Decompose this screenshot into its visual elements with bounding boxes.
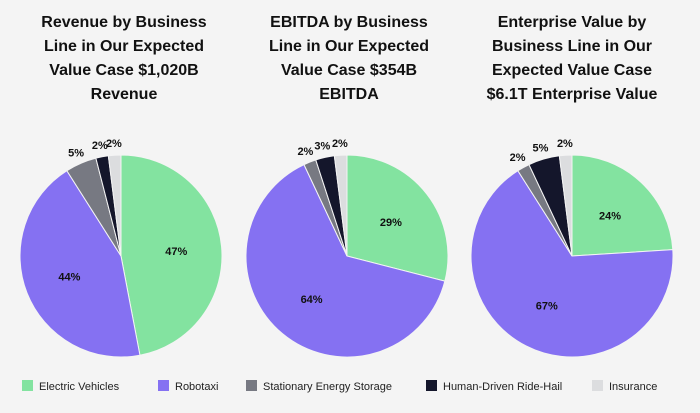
data-label-robotaxi: 44% (58, 271, 80, 283)
data-label-insurance: 2% (106, 138, 122, 150)
legend-label-human-driven-ride-hail: Human-Driven Ride-Hail (443, 381, 562, 393)
pie-chart-1: Revenue by Business Line in Our Expected V… (19, 14, 223, 358)
chart-title-line: Line in Our Expected (44, 38, 204, 55)
legend-swatch-electric-vehicles (22, 380, 33, 391)
chart-title-line: Enterprise Value by (498, 14, 647, 31)
data-label-robotaxi: 64% (301, 294, 323, 306)
data-label-electric-vehicles: 29% (380, 217, 402, 229)
chart-title-line: Business Line in Our (492, 38, 652, 55)
chart-title-line: EBITDA by Business (270, 14, 428, 31)
chart-title-line: Revenue by Business (41, 14, 207, 31)
legend-label-electric-vehicles: Electric Vehicles (39, 381, 120, 393)
data-label-stationary-energy-storage: 5% (68, 147, 84, 159)
legend-swatch-stationary-energy-storage (246, 380, 257, 391)
chart-title-line: Expected Value Case (492, 62, 652, 79)
data-label-electric-vehicles: 47% (165, 246, 187, 258)
pie-slice-electric-vehicles (571, 154, 674, 257)
legend-label-robotaxi: Robotaxi (175, 381, 218, 393)
chart-title-line: Value Case $354B (281, 62, 417, 79)
legend-swatch-human-driven-ride-hail (426, 380, 437, 391)
data-label-robotaxi: 67% (536, 300, 558, 312)
data-label-insurance: 2% (557, 138, 573, 150)
chart-title-line: Revenue (91, 86, 158, 103)
data-label-electric-vehicles: 24% (599, 211, 621, 223)
legend: Electric Vehicles Robotaxi Stationary Ener… (22, 380, 657, 393)
legend-label-insurance: Insurance (609, 381, 657, 393)
legend-swatch-robotaxi (158, 380, 169, 391)
data-label-insurance: 2% (332, 138, 348, 150)
data-label-stationary-energy-storage: 2% (510, 152, 526, 164)
data-label-human-driven-ride-hail: 5% (533, 142, 549, 154)
chart-title-line: EBITDA (319, 86, 379, 103)
pie-slice-robotaxi (19, 170, 141, 358)
pie-chart-2: EBITDA by Business Line in Our Expected Va… (245, 14, 449, 358)
data-label-human-driven-ride-hail: 3% (314, 141, 330, 153)
pie-slice-insurance (107, 154, 122, 257)
chart-title-line: Line in Our Expected (269, 38, 429, 55)
pie-slice-insurance (558, 154, 573, 257)
chart-title-line: $6.1T Enterprise Value (487, 86, 658, 103)
pie-slice-robotaxi (470, 170, 674, 358)
pie-slice-insurance (333, 154, 348, 257)
pie-slice-electric-vehicles (346, 154, 449, 282)
pie-slice-robotaxi (245, 163, 446, 358)
data-label-stationary-energy-storage: 2% (297, 146, 313, 158)
legend-swatch-insurance (592, 380, 603, 391)
pie-slice-electric-vehicles (120, 154, 223, 356)
pie-chart-3: Enterprise Value by Business Line in Our E… (470, 14, 674, 358)
legend-label-stationary-energy-storage: Stationary Energy Storage (263, 381, 392, 393)
chart-title-line: Value Case $1,020B (49, 62, 198, 79)
data-label-human-driven-ride-hail: 2% (92, 140, 108, 152)
